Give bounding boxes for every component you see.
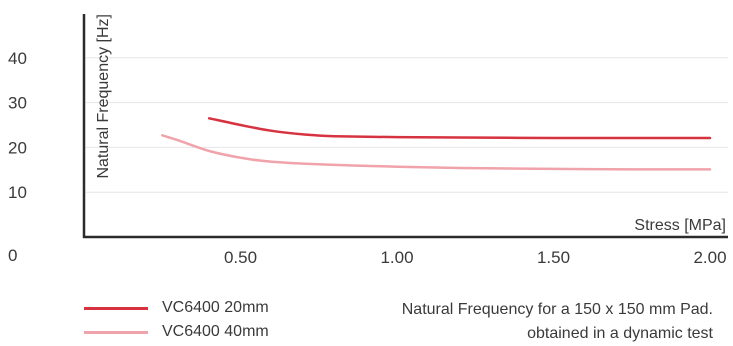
x-tick-label: 2.00 [693,248,726,267]
x-axis-label: Stress [MPa] [634,217,726,234]
x-tick-label: 0.50 [224,248,257,267]
legend-item-40mm: VC6400 40mm [84,320,269,344]
legend-swatch-20mm [84,306,148,310]
legend-swatch-40mm [84,330,148,334]
gridlines [86,57,728,193]
note-line-2: obtained in a dynamic test [527,325,713,342]
series-line-20mm [207,117,712,140]
y-tick-label: 10 [8,183,27,202]
y-tick-labels: 40 30 20 10 0 [8,49,27,265]
x-tick-label: 1.50 [537,248,570,267]
legend-item-20mm: VC6400 20mm [84,296,269,320]
series-layer [161,117,712,171]
y-axis-label: Natural Frequency [Hz] [95,14,112,179]
legend-label-20mm: VC6400 20mm [162,299,269,316]
y-tick-label: 40 [8,49,27,68]
y-tick-label: 0 [8,246,17,265]
legend-label-40mm: VC6400 40mm [162,323,269,340]
chart-note: Natural Frequency for a 150 x 150 mm Pad… [402,298,713,346]
series-line-40mm [161,134,712,171]
note-line-1: Natural Frequency for a 150 x 150 mm Pad… [401,301,713,318]
x-tick-labels: 0.50 1.00 1.50 2.00 [224,248,727,267]
y-tick-label: 30 [8,94,27,113]
x-tick-label: 1.00 [380,248,413,267]
y-tick-label: 20 [8,138,27,157]
legend: VC6400 20mm VC6400 40mm [84,296,269,344]
